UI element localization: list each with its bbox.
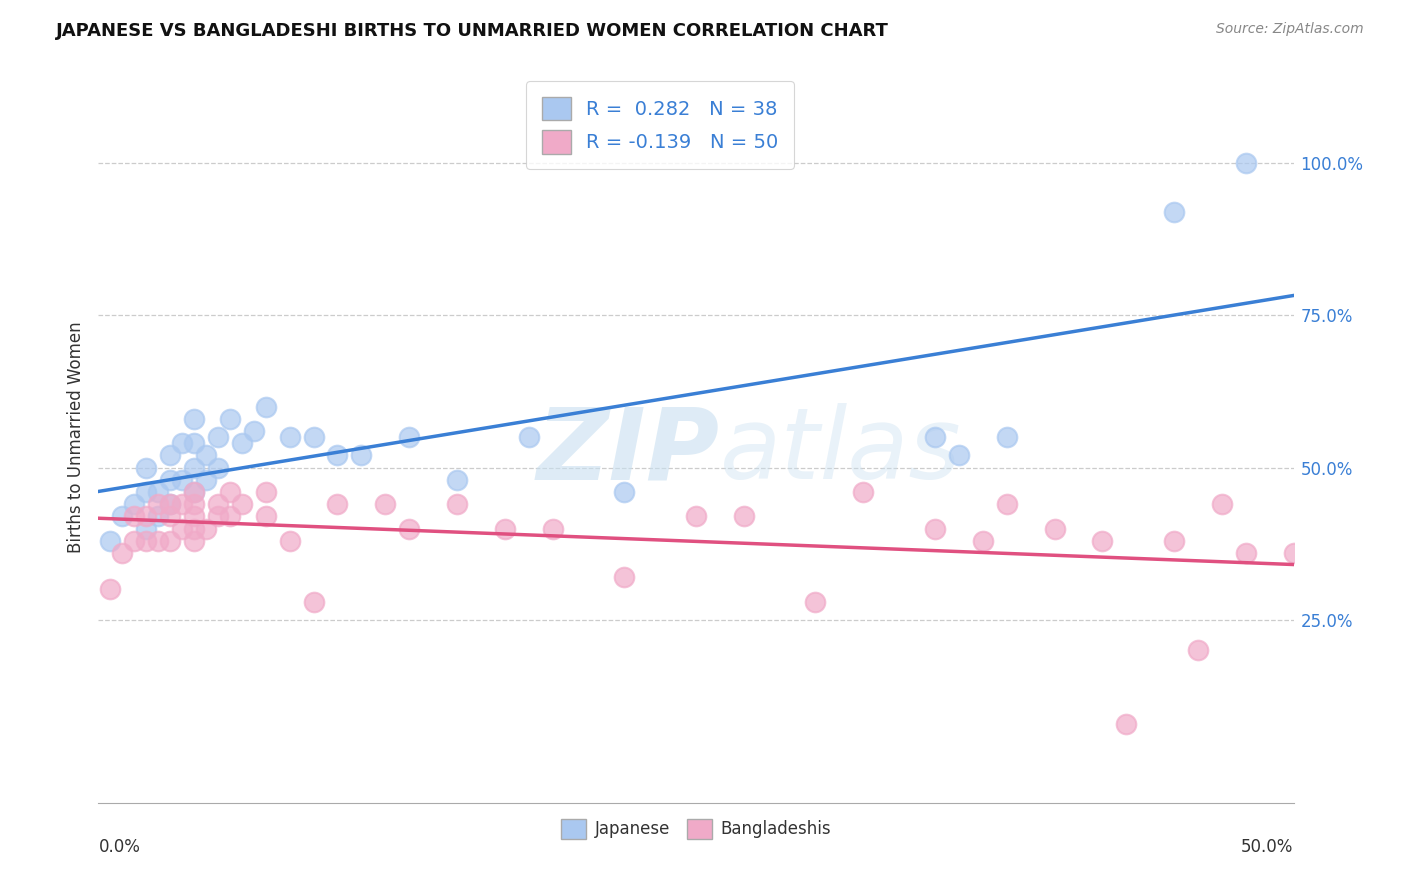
- Point: [183, 509, 205, 524]
- Point: [148, 509, 170, 524]
- Point: [183, 436, 205, 450]
- Point: [124, 533, 146, 548]
- Point: [995, 497, 1018, 511]
- Point: [135, 509, 157, 524]
- Point: [231, 436, 253, 450]
- Point: [517, 430, 540, 444]
- Point: [398, 430, 420, 444]
- Text: 50.0%: 50.0%: [1241, 838, 1294, 855]
- Point: [278, 430, 301, 444]
- Point: [613, 570, 636, 584]
- Point: [183, 460, 205, 475]
- Point: [613, 485, 636, 500]
- Point: [948, 448, 970, 462]
- Point: [446, 473, 468, 487]
- Legend: Japanese, Bangladeshis: Japanese, Bangladeshis: [554, 812, 838, 846]
- Text: 0.0%: 0.0%: [98, 838, 141, 855]
- Point: [183, 533, 205, 548]
- Point: [135, 521, 157, 535]
- Point: [148, 497, 170, 511]
- Point: [207, 460, 229, 475]
- Point: [135, 533, 157, 548]
- Point: [924, 521, 946, 535]
- Point: [207, 430, 229, 444]
- Point: [446, 497, 468, 511]
- Point: [995, 430, 1018, 444]
- Point: [135, 485, 157, 500]
- Point: [159, 497, 181, 511]
- Point: [219, 509, 242, 524]
- Point: [207, 509, 229, 524]
- Point: [541, 521, 564, 535]
- Point: [1115, 716, 1137, 731]
- Point: [148, 533, 170, 548]
- Point: [183, 485, 205, 500]
- Point: [1187, 643, 1209, 657]
- Point: [124, 509, 146, 524]
- Point: [172, 473, 194, 487]
- Point: [183, 497, 205, 511]
- Point: [183, 521, 205, 535]
- Point: [254, 485, 277, 500]
- Point: [111, 509, 134, 524]
- Point: [1091, 533, 1114, 548]
- Point: [98, 533, 122, 548]
- Point: [254, 509, 277, 524]
- Point: [111, 546, 134, 560]
- Point: [231, 497, 253, 511]
- Point: [183, 412, 205, 426]
- Point: [172, 436, 194, 450]
- Point: [98, 582, 122, 597]
- Point: [254, 400, 277, 414]
- Point: [972, 533, 994, 548]
- Point: [924, 430, 946, 444]
- Point: [278, 533, 301, 548]
- Point: [159, 448, 181, 462]
- Point: [1043, 521, 1066, 535]
- Point: [195, 448, 218, 462]
- Text: atlas: atlas: [720, 403, 962, 500]
- Point: [243, 424, 266, 438]
- Point: [733, 509, 755, 524]
- Point: [1211, 497, 1233, 511]
- Point: [804, 594, 827, 608]
- Point: [302, 430, 325, 444]
- Point: [326, 448, 349, 462]
- Point: [374, 497, 396, 511]
- Point: [148, 485, 170, 500]
- Point: [398, 521, 420, 535]
- Point: [207, 497, 229, 511]
- Point: [159, 533, 181, 548]
- Point: [195, 521, 218, 535]
- Point: [219, 485, 242, 500]
- Point: [219, 412, 242, 426]
- Point: [1234, 546, 1257, 560]
- Point: [350, 448, 373, 462]
- Point: [172, 521, 194, 535]
- Point: [159, 497, 181, 511]
- Point: [685, 509, 707, 524]
- Text: Source: ZipAtlas.com: Source: ZipAtlas.com: [1216, 22, 1364, 37]
- Point: [326, 497, 349, 511]
- Point: [1163, 533, 1185, 548]
- Point: [1163, 204, 1185, 219]
- Point: [1282, 546, 1305, 560]
- Point: [135, 460, 157, 475]
- Point: [494, 521, 516, 535]
- Text: ZIP: ZIP: [537, 403, 720, 500]
- Y-axis label: Births to Unmarried Women: Births to Unmarried Women: [66, 321, 84, 553]
- Point: [195, 473, 218, 487]
- Point: [124, 497, 146, 511]
- Text: JAPANESE VS BANGLADESHI BIRTHS TO UNMARRIED WOMEN CORRELATION CHART: JAPANESE VS BANGLADESHI BIRTHS TO UNMARR…: [56, 22, 889, 40]
- Point: [183, 485, 205, 500]
- Point: [302, 594, 325, 608]
- Point: [159, 473, 181, 487]
- Point: [1234, 155, 1257, 169]
- Point: [172, 497, 194, 511]
- Point: [852, 485, 875, 500]
- Point: [159, 509, 181, 524]
